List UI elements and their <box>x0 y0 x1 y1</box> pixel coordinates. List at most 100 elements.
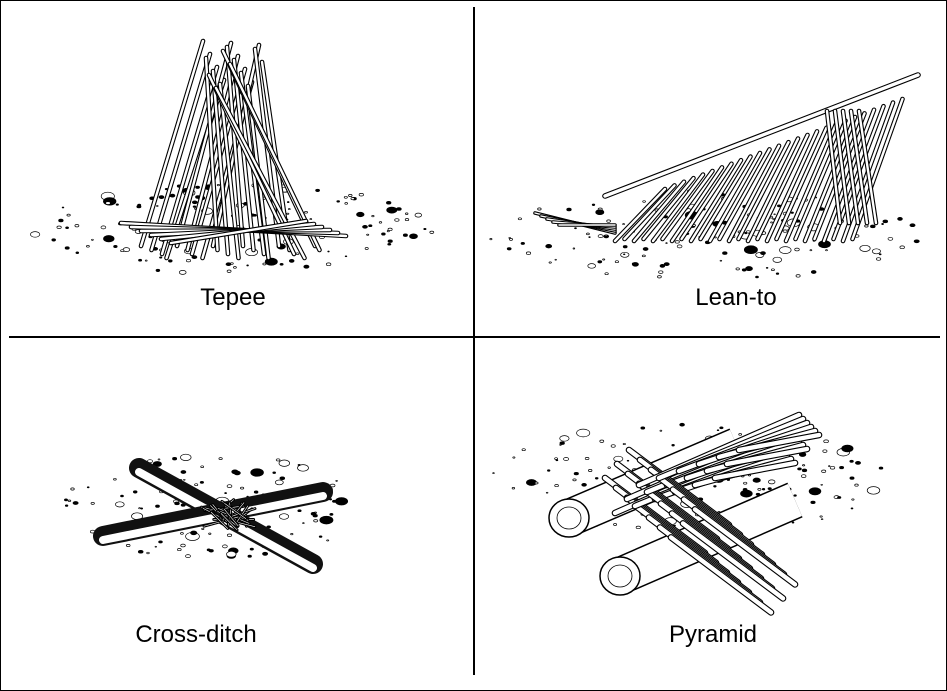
pebble <box>591 203 596 206</box>
lean-to-stick-fill <box>623 184 676 241</box>
pebble <box>594 477 599 480</box>
layer-stick-fill <box>736 432 822 453</box>
pebble <box>819 515 823 518</box>
pebble <box>386 201 392 205</box>
pebble <box>572 478 577 482</box>
pebble <box>180 470 187 474</box>
pebble <box>378 221 383 224</box>
pebble <box>297 509 302 513</box>
pebble <box>614 260 619 264</box>
pebble <box>613 455 624 462</box>
pebble <box>599 439 605 443</box>
pebble <box>802 464 806 467</box>
pebble <box>740 489 753 498</box>
pebble <box>588 469 593 472</box>
pebble <box>315 188 320 192</box>
pebble <box>559 441 565 445</box>
pebble <box>897 217 903 221</box>
panel-pyramid: Pyramid <box>475 338 947 690</box>
lean-to-stick-fill <box>632 180 686 243</box>
panel-cross-ditch: Cross-ditch <box>1 338 473 690</box>
lean-to-stick-fill <box>680 162 733 241</box>
pebble <box>318 535 323 538</box>
pebble <box>155 268 161 272</box>
pebble <box>120 249 125 253</box>
lean-to-stick-fill <box>642 176 695 241</box>
pebble <box>674 240 680 244</box>
pebble <box>233 470 241 476</box>
vertical-stick-fill <box>841 109 860 225</box>
pebble <box>56 225 62 229</box>
pebble <box>396 207 402 211</box>
pebble <box>157 458 161 461</box>
pebble <box>180 453 192 461</box>
pebble <box>113 477 117 481</box>
pebble <box>851 498 855 501</box>
pebble <box>272 471 276 474</box>
pebble <box>743 245 758 255</box>
pebble <box>512 456 516 459</box>
pebble <box>177 548 182 552</box>
base-log-back-end <box>548 498 590 538</box>
pebble <box>640 426 646 430</box>
pebble <box>137 549 144 554</box>
pebble <box>810 500 816 505</box>
pebble <box>659 264 666 268</box>
pebble <box>713 485 717 488</box>
pebble <box>839 466 845 470</box>
pebble <box>775 272 780 275</box>
lean-to-stick-fill <box>689 158 743 243</box>
tepee-stick-fill <box>211 69 230 256</box>
pebble <box>158 195 165 199</box>
pebble <box>574 227 577 230</box>
pebble <box>180 532 184 535</box>
pebble <box>295 252 300 255</box>
pebble <box>772 256 783 263</box>
pebble <box>252 213 257 217</box>
pebble <box>394 218 400 222</box>
pebble <box>156 205 159 207</box>
lean-to-illustration <box>489 72 921 279</box>
pebble <box>576 428 591 438</box>
pebble <box>368 224 373 228</box>
pebble <box>125 544 131 547</box>
cross-stick-fill <box>680 521 786 601</box>
pebble <box>61 206 65 209</box>
lean-to-stick-fill <box>775 126 828 241</box>
pebble <box>663 262 670 266</box>
cross-ditch-illustration <box>64 453 349 574</box>
lean-to-stick-fill <box>670 166 724 243</box>
pebble <box>622 442 626 446</box>
pebble <box>534 481 539 485</box>
pebble <box>554 484 559 488</box>
pebble <box>334 497 349 506</box>
pebble <box>105 201 111 205</box>
layer-stick-fill <box>712 460 798 481</box>
pebble <box>744 232 748 235</box>
pebble <box>335 480 338 482</box>
pebble <box>250 468 264 477</box>
pebble <box>671 444 675 447</box>
pebble <box>246 264 249 267</box>
pebble <box>72 501 79 505</box>
pebble <box>74 224 80 228</box>
pebble <box>741 268 747 272</box>
pebble <box>761 488 766 491</box>
pebble <box>199 481 204 484</box>
pebble <box>767 487 772 490</box>
pebble <box>319 515 334 525</box>
vertical-stick-fill <box>833 109 851 225</box>
pebble <box>65 226 69 230</box>
pebble <box>679 422 685 427</box>
pebble <box>138 507 141 510</box>
pebble <box>64 498 68 502</box>
pebble <box>520 241 525 245</box>
pebble <box>511 487 516 490</box>
pebble <box>253 490 259 494</box>
lean-to-stick-fill <box>765 130 819 243</box>
tepee-stick-fill <box>139 39 205 248</box>
pebble <box>825 249 828 252</box>
pebble <box>882 219 889 224</box>
pebble <box>144 259 148 262</box>
cross-stick-fill <box>668 535 774 615</box>
